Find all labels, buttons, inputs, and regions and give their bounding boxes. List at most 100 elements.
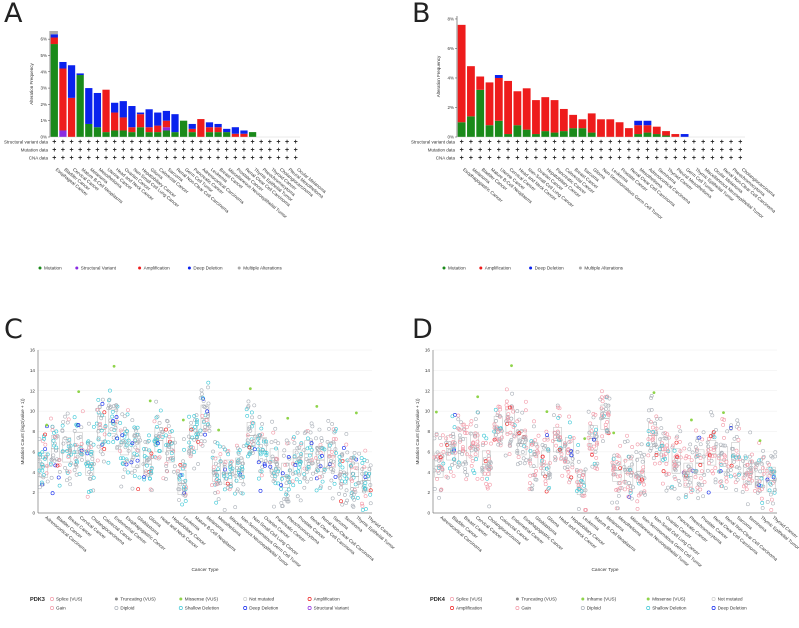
data-point <box>613 472 618 477</box>
data-point <box>320 446 325 451</box>
profiled-mark: + <box>121 147 125 154</box>
bar-mutation <box>50 44 58 137</box>
data-point <box>318 484 323 489</box>
data-point <box>192 466 197 471</box>
data-point <box>284 492 289 497</box>
data-point <box>236 460 241 465</box>
data-point <box>528 473 533 478</box>
data-point <box>349 493 354 498</box>
data-point <box>39 464 44 469</box>
data-point <box>700 437 705 442</box>
data-point <box>350 487 354 491</box>
bar-amplification <box>102 89 110 133</box>
data-point <box>593 450 598 454</box>
data-point <box>698 463 703 467</box>
data-point <box>699 469 704 474</box>
data-point <box>224 476 229 481</box>
data-point <box>665 432 670 437</box>
data-point <box>484 436 489 441</box>
data-point <box>199 439 204 444</box>
data-point <box>498 443 503 448</box>
data-point <box>593 466 598 470</box>
bar-structural_variant <box>59 130 67 137</box>
profiled-mark: + <box>173 147 177 154</box>
data-point <box>753 489 757 493</box>
data-point <box>550 439 555 443</box>
data-point <box>475 439 480 444</box>
data-point <box>235 466 239 470</box>
bar-amplification <box>50 37 58 45</box>
data-point <box>165 419 170 424</box>
data-point <box>754 476 759 480</box>
data-point <box>75 450 79 455</box>
data-point <box>640 459 645 464</box>
data-point <box>489 441 493 446</box>
data-point <box>120 433 125 438</box>
data-point <box>55 457 59 462</box>
data-point <box>102 432 107 437</box>
data-point <box>291 471 295 476</box>
data-point <box>542 466 547 471</box>
profiled-mark: + <box>78 139 82 146</box>
data-point <box>661 431 666 436</box>
data-point <box>334 451 338 455</box>
data-point <box>337 462 342 467</box>
profiled-mark: + <box>52 139 56 146</box>
data-point <box>562 465 567 470</box>
data-point <box>40 462 45 467</box>
data-point <box>60 429 65 433</box>
data-point <box>276 469 281 474</box>
data-point <box>304 470 309 475</box>
profiled-mark: + <box>61 147 65 154</box>
bar-deep_deletion <box>76 73 84 76</box>
data-point <box>682 473 687 478</box>
data-point <box>88 441 93 445</box>
data-point <box>646 453 651 458</box>
data-point <box>302 472 307 477</box>
data-point <box>291 483 296 488</box>
data-point <box>761 471 766 476</box>
data-point <box>615 487 620 492</box>
data-point <box>468 445 472 450</box>
data-point <box>744 487 749 492</box>
data-point <box>436 471 441 475</box>
data-point <box>568 439 573 444</box>
data-point <box>729 423 734 428</box>
data-point <box>296 465 301 470</box>
data-point <box>259 426 264 431</box>
data-point <box>54 445 59 450</box>
profiled-mark: + <box>164 147 168 154</box>
data-point <box>666 449 671 454</box>
data-point <box>202 428 207 433</box>
data-point <box>636 493 641 498</box>
data-point <box>189 427 194 432</box>
data-point <box>515 450 520 455</box>
legend-swatch <box>442 266 446 270</box>
data-point <box>730 454 735 459</box>
data-point <box>676 496 681 501</box>
data-point <box>695 453 699 458</box>
data-point <box>450 462 455 467</box>
y-axis-label: Mutation Count (log2(value + 1)) <box>415 398 420 464</box>
data-point <box>334 437 338 442</box>
data-point <box>612 472 616 477</box>
data-point <box>638 451 643 455</box>
data-point <box>452 425 457 430</box>
data-point <box>360 508 365 512</box>
data-point <box>713 466 718 470</box>
data-point <box>547 475 552 480</box>
data-point <box>309 477 314 481</box>
data-point <box>273 426 278 431</box>
data-point <box>57 463 62 467</box>
data-point <box>592 444 596 449</box>
data-point <box>357 451 361 456</box>
data-point <box>114 434 119 439</box>
data-point <box>563 457 568 462</box>
profiled-mark: + <box>147 147 151 154</box>
data-point <box>559 452 564 456</box>
profiled-mark: + <box>78 155 82 162</box>
profiled-mark: + <box>506 139 510 146</box>
profiled-mark: + <box>469 155 473 162</box>
data-point <box>198 442 203 447</box>
y-tick-label: 3% <box>40 86 47 91</box>
